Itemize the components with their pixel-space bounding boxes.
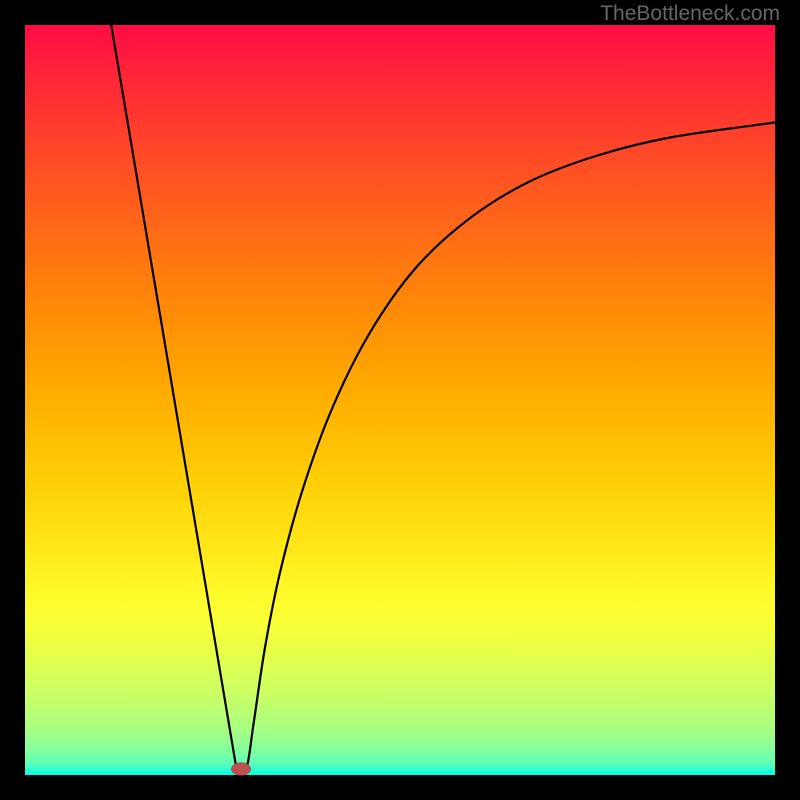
watermark-text: TheBottleneck.com	[600, 2, 780, 26]
plot-background	[25, 25, 775, 775]
chart-frame: TheBottleneck.com	[0, 0, 800, 800]
optimum-marker	[231, 763, 251, 776]
bottleneck-chart	[0, 0, 800, 800]
